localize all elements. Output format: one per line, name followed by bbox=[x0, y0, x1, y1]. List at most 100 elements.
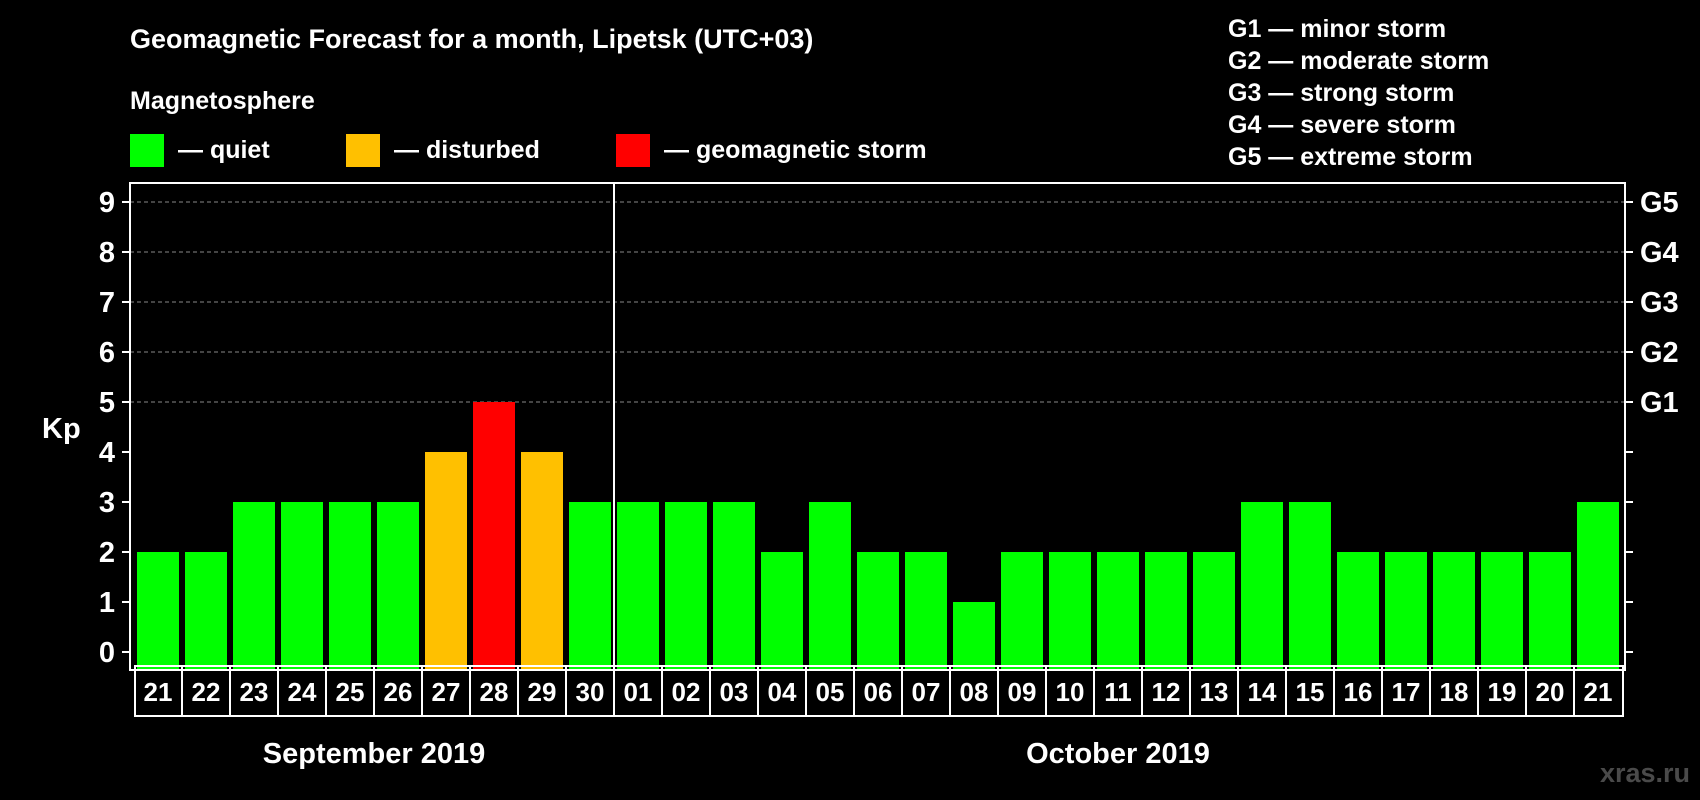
y-tick-label: 1 bbox=[99, 587, 115, 619]
bar bbox=[521, 452, 563, 670]
bar bbox=[809, 502, 851, 670]
date-label: 09 bbox=[1008, 677, 1037, 707]
date-strip bbox=[134, 665, 1624, 717]
bar bbox=[953, 602, 995, 670]
storm-scale-item: G1 — minor storm bbox=[1228, 15, 1446, 43]
bar bbox=[185, 552, 227, 670]
bar bbox=[1385, 552, 1427, 670]
bar bbox=[713, 502, 755, 670]
bar bbox=[281, 502, 323, 670]
bar bbox=[665, 502, 707, 670]
legend-label: — quiet bbox=[178, 136, 270, 164]
legend-swatch bbox=[130, 134, 164, 167]
date-label: 23 bbox=[240, 677, 269, 707]
date-label: 28 bbox=[480, 677, 509, 707]
date-label: 27 bbox=[432, 677, 461, 707]
chart-title: Geomagnetic Forecast for a month, Lipets… bbox=[130, 24, 813, 54]
y-tick-label: 4 bbox=[99, 437, 115, 469]
g-scale-label: G1 bbox=[1640, 387, 1679, 419]
storm-scale-item: G5 — extreme storm bbox=[1228, 143, 1473, 171]
date-label: 01 bbox=[624, 677, 653, 707]
storm-scale-item: G4 — severe storm bbox=[1228, 111, 1456, 139]
y-tick-label: 7 bbox=[99, 287, 115, 319]
g-scale-label: G2 bbox=[1640, 337, 1679, 369]
y-axis-label: Kp bbox=[42, 413, 81, 445]
plot-frame bbox=[129, 182, 1626, 671]
date-label: 12 bbox=[1152, 677, 1181, 707]
legend-heading: Magnetosphere bbox=[130, 87, 315, 115]
month-label: September 2019 bbox=[263, 738, 485, 770]
date-label: 13 bbox=[1200, 677, 1229, 707]
date-label: 20 bbox=[1536, 677, 1565, 707]
bar bbox=[569, 502, 611, 670]
date-label: 22 bbox=[192, 677, 221, 707]
date-label: 05 bbox=[816, 677, 845, 707]
watermark: xras.ru bbox=[1600, 758, 1690, 788]
y-tick-label: 5 bbox=[99, 387, 115, 419]
date-label: 11 bbox=[1104, 677, 1132, 707]
date-label: 24 bbox=[288, 677, 317, 707]
bar bbox=[1193, 552, 1235, 670]
bar bbox=[617, 502, 659, 670]
date-label: 29 bbox=[528, 677, 557, 707]
y-tick-label: 2 bbox=[99, 537, 115, 569]
y-tick-label: 3 bbox=[99, 487, 115, 519]
date-label: 02 bbox=[672, 677, 701, 707]
month-label: October 2019 bbox=[1026, 738, 1210, 770]
date-label: 15 bbox=[1296, 677, 1325, 707]
date-label: 21 bbox=[144, 677, 173, 707]
bar bbox=[905, 552, 947, 670]
bar bbox=[1241, 502, 1283, 670]
date-label: 14 bbox=[1248, 677, 1277, 707]
date-label: 16 bbox=[1344, 677, 1373, 707]
bar bbox=[1049, 552, 1091, 670]
date-label: 21 bbox=[1584, 677, 1613, 707]
date-label: 10 bbox=[1056, 677, 1085, 707]
bar bbox=[473, 402, 515, 670]
legend-swatch bbox=[616, 134, 650, 167]
bar bbox=[1481, 552, 1523, 670]
bar bbox=[425, 452, 467, 670]
date-label: 06 bbox=[864, 677, 893, 707]
y-tick-label: 8 bbox=[99, 237, 115, 269]
storm-scale-item: G3 — strong storm bbox=[1228, 79, 1454, 107]
g-scale-label: G5 bbox=[1640, 187, 1679, 219]
legend: — quiet — disturbed — geomagnetic storm bbox=[130, 134, 927, 167]
date-label: 03 bbox=[720, 677, 749, 707]
date-label: 08 bbox=[960, 677, 989, 707]
legend-swatch bbox=[346, 134, 380, 167]
date-label: 04 bbox=[768, 677, 797, 707]
bar bbox=[233, 502, 275, 670]
bar bbox=[1097, 552, 1139, 670]
date-label: 25 bbox=[336, 677, 365, 707]
bar bbox=[1001, 552, 1043, 670]
storm-scale-item: G2 — moderate storm bbox=[1228, 47, 1489, 75]
g-scale-label: G3 bbox=[1640, 287, 1679, 319]
y-tick-label: 6 bbox=[99, 337, 115, 369]
date-label: 19 bbox=[1488, 677, 1517, 707]
legend-label: — geomagnetic storm bbox=[664, 136, 927, 164]
date-label: 17 bbox=[1392, 677, 1421, 707]
date-label: 18 bbox=[1440, 677, 1469, 707]
bar bbox=[1433, 552, 1475, 670]
y-tick-label: 9 bbox=[99, 187, 115, 219]
date-label: 26 bbox=[384, 677, 413, 707]
date-label: 07 bbox=[912, 677, 941, 707]
bar bbox=[137, 552, 179, 670]
bar bbox=[329, 502, 371, 670]
bar bbox=[1337, 552, 1379, 670]
bar bbox=[761, 552, 803, 670]
bar bbox=[1145, 552, 1187, 670]
y-tick-label: 0 bbox=[99, 637, 115, 669]
date-label: 30 bbox=[576, 677, 605, 707]
bar bbox=[857, 552, 899, 670]
bar bbox=[377, 502, 419, 670]
storm-scale-legend: G1 — minor storm G2 — moderate storm G3 — … bbox=[1228, 15, 1489, 171]
g-scale-label: G4 bbox=[1640, 237, 1679, 269]
bar bbox=[1529, 552, 1571, 670]
legend-label: — disturbed bbox=[394, 136, 540, 164]
bar bbox=[1289, 502, 1331, 670]
bar bbox=[1577, 502, 1619, 670]
